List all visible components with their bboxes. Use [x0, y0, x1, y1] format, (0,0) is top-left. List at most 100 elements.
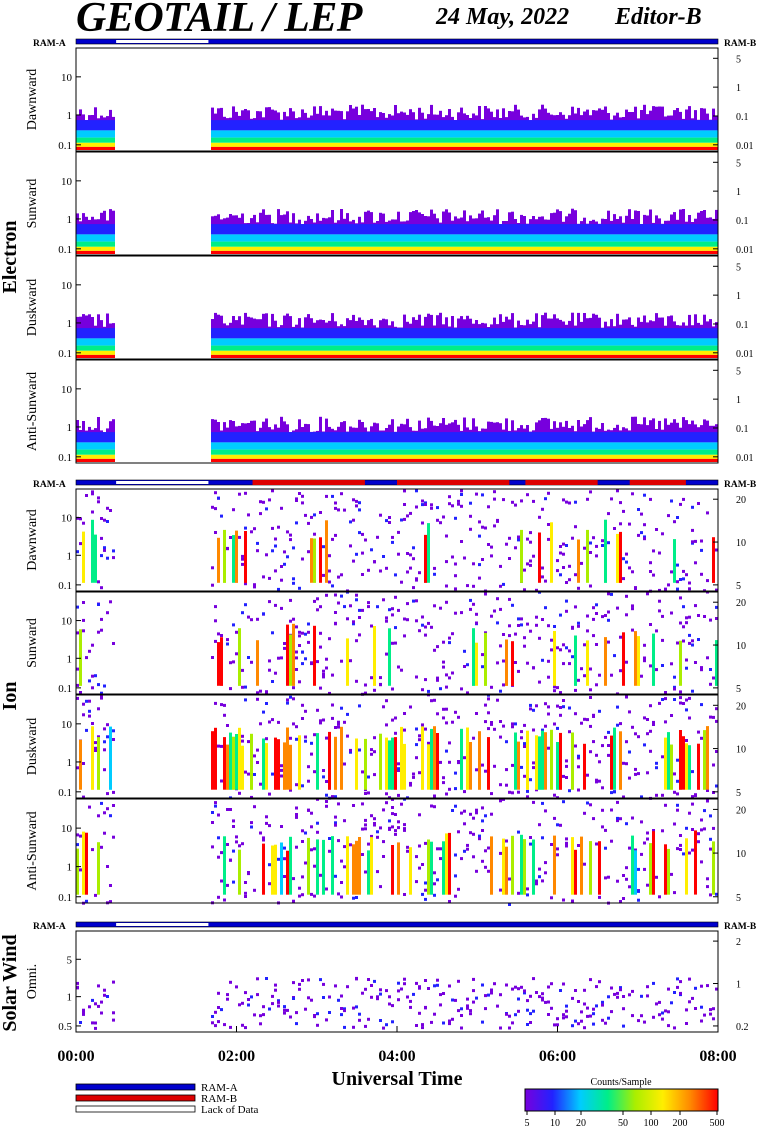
- heat-cell: [691, 146, 694, 150]
- heat-cell: [532, 321, 535, 331]
- heat-cell: [643, 338, 646, 346]
- heat-cell: [628, 328, 631, 339]
- heat-cell: [646, 454, 649, 459]
- heat-cell: [490, 246, 493, 251]
- heat-cell: [538, 137, 541, 143]
- heat-cell: [229, 117, 232, 123]
- heat-cell: [700, 345, 703, 351]
- heat-cell: [376, 250, 379, 254]
- heat-cell: [232, 508, 235, 512]
- heat-cell: [529, 354, 532, 358]
- heat-cell: [514, 350, 517, 355]
- heat-cell: [88, 219, 91, 227]
- heat-cell: [568, 454, 571, 459]
- heat-cell: [346, 458, 349, 462]
- heat-cell: [448, 454, 451, 459]
- heat-cell: [619, 120, 622, 131]
- heat-cell: [322, 449, 325, 455]
- heat-cell: [388, 458, 391, 462]
- heat-cell: [241, 137, 244, 143]
- heat-cell: [469, 120, 472, 131]
- heat-cell: [94, 137, 97, 143]
- heat-cell: [397, 211, 400, 227]
- heat-cell: [517, 120, 520, 131]
- heat-cell: [268, 354, 271, 358]
- heat-cell: [343, 250, 346, 254]
- heat-cell: [445, 442, 448, 450]
- heat-cell: [541, 354, 544, 358]
- heat-cell: [565, 146, 568, 150]
- heat-cell: [688, 314, 691, 331]
- heat-cell: [409, 345, 412, 351]
- heat-cell: [655, 350, 658, 355]
- heat-cell: [562, 321, 565, 331]
- heat-cell: [100, 328, 103, 339]
- heat-cell: [448, 212, 451, 227]
- heat-cell: [349, 120, 352, 131]
- heat-cell: [460, 449, 463, 455]
- heat-cell: [250, 660, 253, 664]
- heat-cell: [586, 458, 589, 462]
- heat-cell: [103, 338, 106, 346]
- heat-cell: [385, 146, 388, 150]
- heat-cell: [373, 108, 376, 123]
- heat-cell: [472, 113, 475, 123]
- heat-cell: [589, 328, 592, 339]
- heat-cell: [250, 442, 253, 450]
- heat-cell: [214, 250, 217, 254]
- heat-cell: [514, 120, 517, 131]
- heat-cell: [100, 449, 103, 455]
- heat-cell: [517, 250, 520, 254]
- heat-cell: [493, 432, 496, 443]
- heat-cell: [94, 120, 97, 131]
- heat-cell: [514, 224, 517, 235]
- heat-cell: [589, 250, 592, 254]
- heat-cell: [379, 112, 382, 123]
- heat-cell: [631, 112, 634, 123]
- heat-cell: [232, 449, 235, 455]
- heat-cell: [628, 209, 631, 227]
- heat-cell: [346, 224, 349, 235]
- heat-cell: [235, 137, 238, 143]
- heat-cell: [679, 325, 682, 331]
- heat-cell: [676, 516, 679, 519]
- heat-cell: [292, 328, 295, 339]
- heat-cell: [94, 325, 97, 331]
- heat-cell: [709, 442, 712, 450]
- heat-cell: [277, 587, 280, 591]
- heat-cell: [292, 350, 295, 355]
- heat-cell: [436, 338, 439, 346]
- heat-cell: [511, 142, 514, 147]
- heat-cell: [364, 354, 367, 358]
- heat-cell: [439, 120, 442, 131]
- heat-cell: [214, 491, 217, 495]
- heat-cell: [406, 458, 409, 462]
- heat-cell: [442, 354, 445, 358]
- heat-cell: [616, 328, 619, 339]
- heat-cell: [439, 312, 442, 331]
- heat-cell: [694, 234, 697, 242]
- heat-cell: [475, 142, 478, 147]
- heat-cell: [667, 328, 670, 339]
- heat-cell: [340, 573, 343, 577]
- heat-cell: [388, 521, 391, 524]
- heat-cell: [463, 241, 466, 247]
- heat-cell: [289, 246, 292, 251]
- heat-cell: [412, 350, 415, 355]
- heat-cell: [622, 117, 625, 123]
- heat-cell: [619, 432, 622, 443]
- heat-cell: [640, 146, 643, 150]
- heat-cell: [424, 246, 427, 251]
- heat-cell: [592, 234, 595, 242]
- heat-cell: [526, 354, 529, 358]
- heat-cell: [259, 689, 262, 693]
- heat-cell: [421, 325, 424, 331]
- heat-cell: [604, 120, 607, 131]
- heat-cell: [271, 234, 274, 242]
- heat-cell: [664, 328, 667, 339]
- heat-cell: [574, 432, 577, 443]
- heat-cell: [493, 130, 496, 138]
- heat-cell: [382, 354, 385, 358]
- heat-cell: [685, 420, 688, 435]
- heat-cell: [79, 241, 82, 247]
